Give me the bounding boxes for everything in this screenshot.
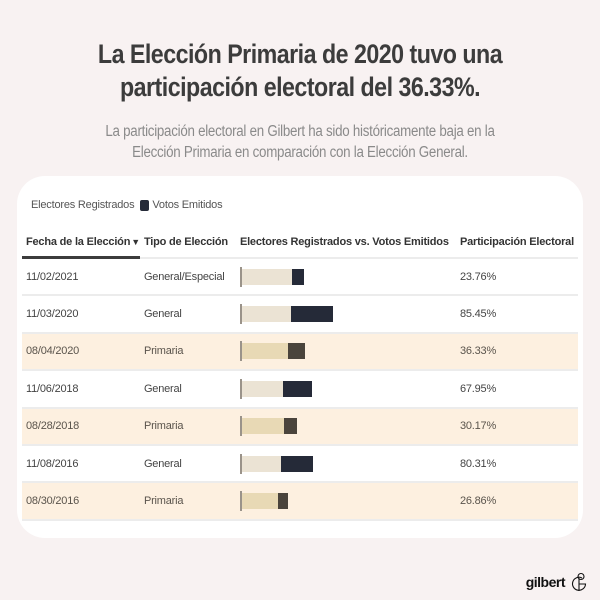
- bar-baseline: [239, 266, 242, 287]
- table-row: 08/30/2016 Primaria 26.86%: [22, 482, 578, 521]
- table-row: 08/28/2018 Primaria 30.17%: [22, 407, 578, 446]
- bar-registered-voters: [241, 380, 284, 397]
- cell-date: 11/02/2021: [22, 258, 140, 297]
- cell-election-type: General: [139, 295, 236, 334]
- cell-election-type: General: [139, 370, 236, 409]
- bar-registered-voters: [241, 418, 285, 435]
- bar-votes-cast: [278, 493, 289, 510]
- page-title: La Elección Primaria de 2020 tuvo una pa…: [42, 38, 558, 104]
- cell-bar: [235, 482, 456, 521]
- title-line-2: participación electoral del 36.33%.: [119, 72, 481, 102]
- bar-group: [239, 378, 450, 399]
- bar-group: [239, 453, 450, 474]
- bar-votes-cast: [283, 380, 312, 397]
- column-header-bar[interactable]: Electores Registrados vs. Votos Emitidos: [235, 226, 456, 259]
- bar-votes-cast: [287, 343, 305, 360]
- legend-votes-label: Votos Emitidos: [152, 199, 223, 211]
- table-row: 11/03/2020 General 85.45%: [22, 295, 578, 334]
- bar-baseline: [239, 491, 242, 512]
- cell-bar: [235, 258, 456, 297]
- cell-turnout: 67.95%: [455, 370, 578, 409]
- cell-date: 08/30/2016: [22, 482, 140, 521]
- bar-votes-cast: [284, 418, 298, 435]
- bar-registered-voters: [241, 455, 282, 472]
- cell-turnout: 30.17%: [455, 407, 578, 446]
- cell-bar: [235, 295, 456, 334]
- cell-turnout: 80.31%: [455, 444, 578, 484]
- bar-group: [239, 266, 450, 287]
- table-row: 11/06/2018 General 67.95%: [22, 370, 578, 409]
- gilbert-emblem-icon: [571, 572, 587, 591]
- bar-votes-cast: [290, 306, 333, 323]
- cell-turnout: 23.76%: [455, 258, 578, 297]
- cell-bar: [235, 444, 456, 484]
- cell-date: 08/04/2020: [22, 332, 140, 372]
- bar-registered-voters: [241, 306, 291, 323]
- bar-votes-cast: [291, 268, 304, 285]
- bar-group: [239, 341, 450, 362]
- bar-registered-voters: [241, 493, 279, 510]
- table-body: 11/02/2021 General/Especial 23.76% 11/03/20…: [22, 258, 578, 521]
- column-header-type[interactable]: Tipo de Elección: [139, 226, 236, 259]
- cell-turnout: 36.33%: [455, 332, 578, 372]
- logo-text: gilbert: [525, 574, 566, 590]
- bar-group: [239, 491, 450, 512]
- table-row: 11/02/2021 General/Especial 23.76%: [22, 258, 578, 297]
- cell-date: 11/06/2018: [22, 370, 140, 409]
- bar-baseline: [239, 453, 242, 474]
- cell-date: 11/03/2020: [22, 295, 140, 334]
- cell-bar: [235, 332, 456, 372]
- turnout-table-card: Electores Registrados Votos Emitidos Fec…: [17, 176, 583, 538]
- cell-election-type: Primaria: [139, 332, 236, 372]
- cell-bar: [235, 370, 456, 409]
- table-row: 11/08/2016 General 80.31%: [22, 444, 578, 484]
- bar-baseline: [239, 341, 242, 362]
- cell-turnout: 85.45%: [455, 295, 578, 334]
- title-line-1: La Elección Primaria de 2020 tuvo una: [97, 39, 503, 69]
- bar-votes-cast: [281, 455, 314, 472]
- bar-baseline: [239, 378, 242, 399]
- sort-descending-icon: ▼: [131, 236, 140, 247]
- cell-election-type: General: [139, 444, 236, 484]
- subtitle-line-1: La participación electoral en Gilbert ha…: [105, 123, 495, 140]
- table-header-row: Fecha de la Elección▼ Tipo de Elección E…: [22, 226, 578, 259]
- bar-baseline: [239, 304, 242, 325]
- column-header-turnout[interactable]: Participación Electoral: [455, 226, 578, 259]
- bar-registered-voters: [241, 343, 288, 360]
- cell-turnout: 26.86%: [455, 482, 578, 521]
- gilbert-logo: gilbert: [526, 572, 588, 592]
- table-row: 08/04/2020 Primaria 36.33%: [22, 332, 578, 372]
- cell-election-type: Primaria: [139, 407, 236, 446]
- cell-bar: [235, 407, 456, 446]
- bar-group: [239, 304, 450, 325]
- legend-registered-label: Electores Registrados: [31, 199, 135, 211]
- bar-registered-voters: [241, 268, 292, 285]
- page-subtitle: La participación electoral en Gilbert ha…: [42, 121, 558, 163]
- bar-baseline: [239, 416, 242, 437]
- bar-group: [239, 416, 450, 437]
- cell-date: 11/08/2016: [22, 444, 140, 484]
- subtitle-line-2: Elección Primaria en comparación con la …: [132, 144, 468, 161]
- cell-election-type: Primaria: [139, 482, 236, 521]
- chart-legend: Electores Registrados Votos Emitidos: [31, 199, 223, 211]
- legend-votes-swatch: [140, 199, 150, 211]
- column-header-date[interactable]: Fecha de la Elección▼: [22, 226, 140, 259]
- column-header-date-label: Fecha de la Elección: [26, 235, 131, 248]
- cell-election-type: General/Especial: [139, 258, 236, 297]
- cell-date: 08/28/2018: [22, 407, 140, 446]
- turnout-table: Fecha de la Elección▼ Tipo de Elección E…: [22, 226, 578, 521]
